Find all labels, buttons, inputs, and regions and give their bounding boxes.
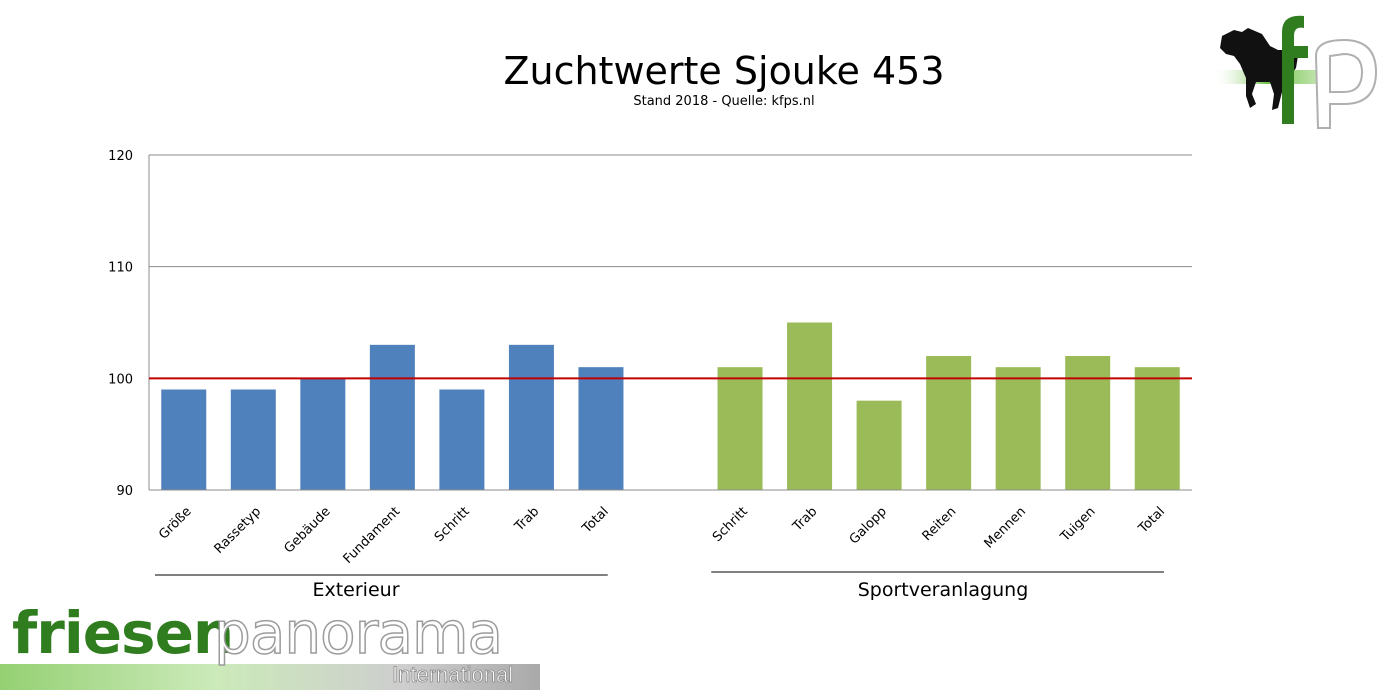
x-tick-label: Größe — [156, 504, 194, 542]
friesenpanorama-logo: friesen panorama International — [0, 598, 560, 698]
bar-exterieur-0 — [161, 389, 207, 490]
x-tick-label: Total — [1135, 504, 1168, 537]
bar-sportveranlagung-2 — [856, 400, 902, 490]
kfps-logo: kfps — [1212, 12, 1378, 129]
bar-sportveranlagung-4 — [995, 367, 1041, 490]
brand-international-text: International — [392, 662, 514, 688]
bar-sportveranlagung-6 — [1134, 367, 1180, 490]
brand-panorama-text: panorama — [213, 598, 504, 668]
y-tick-label: 110 — [108, 261, 133, 276]
x-tick-label: Schritt — [432, 504, 473, 545]
x-tick-label: Gebäude — [281, 504, 333, 556]
group-label-exterieur: Exterieur — [312, 579, 400, 601]
y-tick-label: 90 — [116, 484, 133, 499]
x-tick-label: Galopp — [847, 504, 890, 547]
x-tick-label: Mennen — [982, 504, 1029, 551]
horse-icon — [1220, 28, 1298, 110]
y-tick-label: 120 — [108, 149, 133, 164]
y-tick-label: 100 — [108, 372, 133, 387]
group-label-sportveranlagung: Sportveranlagung — [857, 579, 1029, 601]
bar-exterieur-2 — [300, 378, 346, 490]
x-tick-label: Total — [579, 504, 612, 537]
x-tick-label: Trab — [511, 504, 542, 535]
x-tick-label: Reiten — [920, 504, 960, 544]
bar-exterieur-5 — [508, 344, 554, 490]
x-tick-label: Schritt — [710, 504, 751, 545]
kfps-logo-text: kfps — [1212, 12, 1215, 13]
x-tick-label: Trab — [790, 504, 821, 535]
bar-exterieur-4 — [439, 389, 485, 490]
chart-subtitle: Stand 2018 - Quelle: kfps.nl — [633, 94, 815, 109]
bar-sportveranlagung-0 — [717, 367, 763, 490]
brand-friesen-text: friesen — [12, 599, 234, 667]
bar-sportveranlagung-3 — [926, 356, 972, 490]
x-tick-label: Fundament — [341, 504, 404, 567]
bar-exterieur-6 — [578, 367, 624, 490]
x-tick-label: Rassetyp — [212, 504, 265, 557]
chart-title: Zuchtwerte Sjouke 453 — [503, 49, 945, 93]
x-tick-label: Tuigen — [1057, 504, 1098, 545]
bar-sportveranlagung-1 — [787, 322, 833, 490]
bar-exterieur-3 — [369, 344, 415, 490]
bar-sportveranlagung-5 — [1065, 356, 1111, 490]
bar-exterieur-1 — [230, 389, 276, 490]
